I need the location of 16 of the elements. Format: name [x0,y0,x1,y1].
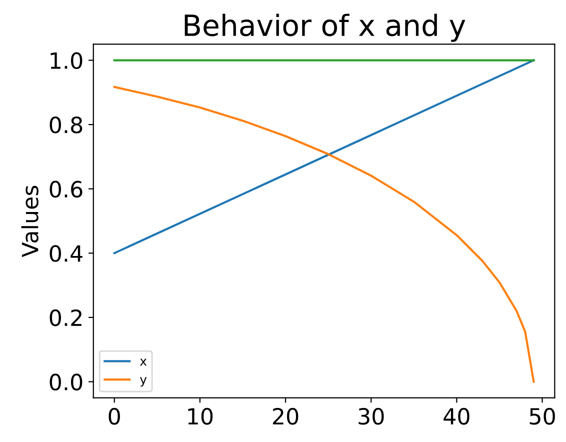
x-tick-label: 50 [530,408,555,425]
y-tick-label: 0.2 [50,309,82,326]
y-tick-label: 0.6 [50,180,82,198]
y-tick-label: 0.0 [50,374,82,390]
chart-title: Behavior of x and y [184,14,466,42]
legend-label: y [140,377,147,387]
y-axis-title: Values [21,186,38,258]
y-tick-label: 1.0 [50,52,82,70]
legend-label: x [140,358,147,366]
y-tick-label: 0.4 [50,245,82,262]
x-tick-label: 30 [358,408,384,425]
x-tick-label: 40 [444,408,470,425]
y-tick-label: 0.8 [50,116,82,134]
x-tick-label: 0 [108,408,120,425]
x-tick-label: 20 [273,408,298,425]
x-tick-label: 10 [188,408,213,425]
